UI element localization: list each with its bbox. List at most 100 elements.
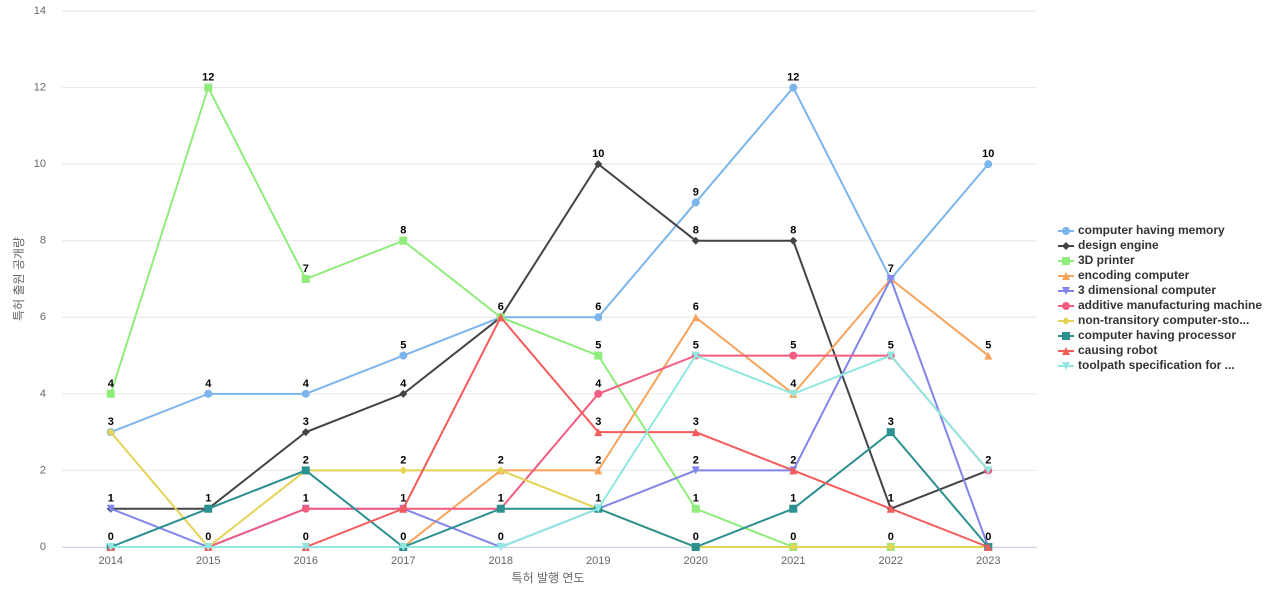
data-label: 2 (303, 454, 309, 466)
point (496, 504, 505, 513)
point (691, 236, 700, 245)
point (1062, 287, 1070, 295)
data-label: 0 (790, 531, 796, 543)
data-label: 6 (693, 301, 699, 313)
data-label: 9 (693, 186, 699, 198)
point (594, 351, 603, 360)
point (886, 428, 895, 437)
point (301, 389, 310, 398)
series-line (110, 430, 990, 549)
data-label: 8 (693, 225, 699, 237)
legend-item: 3 dimensional computer (1058, 283, 1216, 297)
data-label: 0 (303, 531, 309, 543)
data-label: 7 (888, 263, 894, 275)
point (204, 389, 213, 398)
point (594, 466, 603, 475)
data-label: 4 (400, 378, 407, 390)
point (1062, 317, 1070, 325)
legend-label: computer having memory (1078, 223, 1225, 237)
data-label: 7 (303, 263, 309, 275)
point (204, 83, 213, 92)
data-label: 12 (202, 71, 214, 83)
point (691, 351, 700, 360)
legend-item: additive manufacturing machine (1058, 298, 1262, 312)
point (1062, 332, 1070, 340)
point (594, 428, 603, 437)
point (496, 313, 505, 322)
point (691, 504, 700, 513)
legend-item: design engine (1058, 238, 1159, 252)
legend-label: design engine (1078, 238, 1159, 252)
data-label: 1 (108, 493, 114, 505)
point (789, 389, 798, 398)
data-label: 2 (498, 454, 504, 466)
x-tick-label: 2018 (489, 555, 513, 567)
data-label: 1 (400, 493, 406, 505)
point (594, 389, 603, 398)
legend-item: computer having processor (1058, 328, 1236, 342)
point (886, 275, 895, 283)
legend-label: additive manufacturing machine (1078, 298, 1262, 312)
data-label: 0 (888, 531, 894, 543)
point (106, 504, 115, 513)
point (886, 543, 895, 551)
series (106, 351, 993, 551)
data-label: 0 (498, 531, 504, 543)
point (301, 275, 310, 283)
series (106, 428, 993, 551)
data-label: 2 (595, 454, 601, 466)
data-label: 3 (595, 416, 601, 428)
point (984, 351, 993, 360)
point (594, 313, 603, 322)
x-tick-label: 2021 (781, 555, 805, 567)
x-tick-label: 2016 (294, 555, 318, 567)
x-tick-label: 2020 (684, 555, 708, 567)
point (106, 543, 115, 551)
data-label: 0 (400, 531, 406, 543)
data-label: 4 (595, 378, 602, 390)
data-label: 0 (985, 531, 991, 543)
point (399, 351, 408, 360)
x-tick-label: 2022 (879, 555, 903, 567)
legend-label: computer having processor (1078, 328, 1236, 342)
point (984, 160, 993, 169)
point (496, 543, 505, 551)
legend-item: 3D printer (1058, 253, 1135, 267)
y-tick-label: 0 (40, 541, 46, 553)
data-label: 5 (693, 339, 699, 351)
series-line (110, 354, 990, 548)
data-label: 5 (790, 339, 796, 351)
legend-label: causing robot (1078, 343, 1157, 357)
point (691, 466, 700, 475)
point (399, 236, 408, 245)
y-tick-label: 8 (40, 235, 46, 247)
point (1062, 302, 1070, 310)
x-tick-label: 2015 (196, 555, 220, 567)
data-label: 10 (982, 148, 994, 160)
point (496, 466, 505, 475)
data-label: 1 (303, 493, 309, 505)
data-label: 3 (693, 416, 699, 428)
data-label: 12 (787, 71, 799, 83)
point (984, 466, 993, 475)
data-label: 0 (693, 531, 699, 543)
data-label: 5 (985, 339, 991, 351)
point (301, 428, 310, 437)
legend-item: toolpath specification for ... (1058, 358, 1235, 372)
data-label: 5 (400, 339, 406, 351)
point (1062, 227, 1070, 235)
point (301, 466, 310, 475)
y-tick-label: 12 (34, 81, 46, 93)
series-line (110, 354, 990, 548)
data-label: 2 (693, 454, 699, 466)
data-label: 5 (595, 339, 601, 351)
legend-label: toolpath specification for ... (1078, 358, 1235, 372)
data-label: 8 (790, 225, 796, 237)
data-label: 3 (303, 416, 309, 428)
point (789, 351, 798, 360)
point (399, 466, 408, 475)
data-label: 1 (205, 493, 211, 505)
data-label: 10 (592, 148, 604, 160)
data-label: 4 (205, 378, 212, 390)
